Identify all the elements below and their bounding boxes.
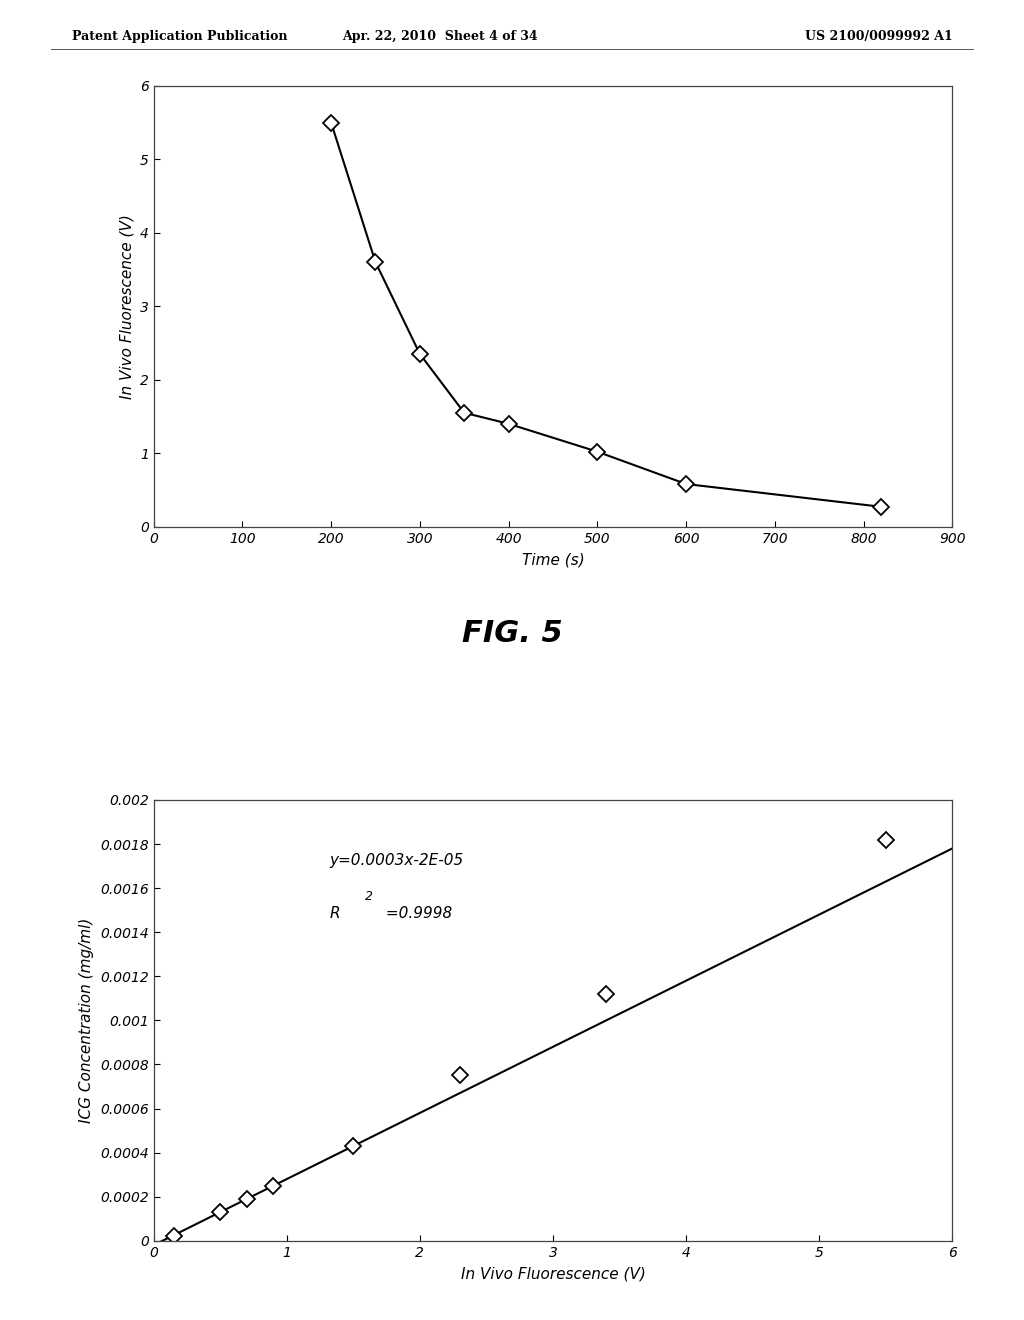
Y-axis label: ICG Concentration (mg/ml): ICG Concentration (mg/ml): [80, 917, 94, 1123]
X-axis label: In Vivo Fluorescence (V): In Vivo Fluorescence (V): [461, 1267, 645, 1282]
Text: Patent Application Publication: Patent Application Publication: [72, 30, 287, 44]
Text: y=0.0003x-2E-05: y=0.0003x-2E-05: [330, 853, 464, 867]
X-axis label: Time (s): Time (s): [521, 553, 585, 568]
Text: FIG. 5: FIG. 5: [462, 619, 562, 648]
Text: R: R: [330, 906, 340, 921]
Text: Apr. 22, 2010  Sheet 4 of 34: Apr. 22, 2010 Sheet 4 of 34: [342, 30, 539, 44]
Y-axis label: In Vivo Fluorescence (V): In Vivo Fluorescence (V): [120, 214, 134, 399]
Text: =0.9998: =0.9998: [381, 906, 453, 921]
Text: 2: 2: [366, 890, 374, 903]
Text: US 2100/0099992 A1: US 2100/0099992 A1: [805, 30, 952, 44]
